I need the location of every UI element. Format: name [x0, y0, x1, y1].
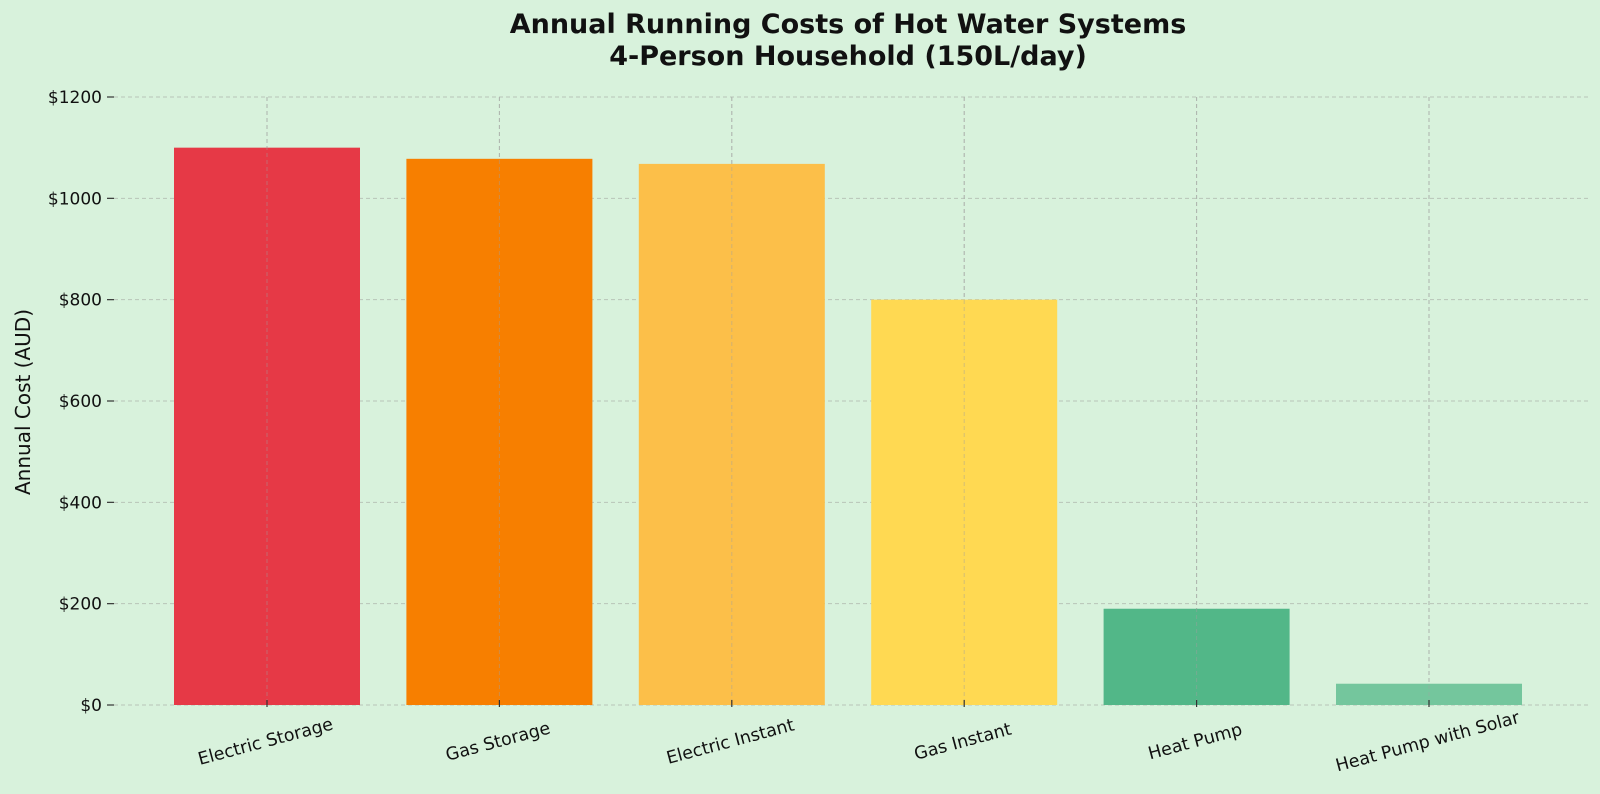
y-tick-label: $1000 — [48, 189, 102, 209]
x-tick-label: Heat Pump — [1146, 720, 1244, 764]
y-tick-label: $600 — [59, 392, 102, 412]
bar-electric-instant — [638, 163, 825, 705]
x-tick-label: Electric Instant — [664, 715, 796, 768]
bar-gas-instant — [871, 299, 1058, 705]
y-tick-label: $0 — [80, 696, 102, 716]
x-tick-label: Gas Storage — [444, 719, 553, 766]
y-tick-label: $1200 — [48, 88, 102, 108]
bars — [174, 97, 1522, 705]
y-tick-label: $400 — [59, 493, 102, 513]
chart-title: Annual Running Costs of Hot Water System… — [510, 9, 1187, 40]
x-tick-label: Electric Storage — [196, 715, 335, 770]
y-tick-label: $200 — [59, 595, 102, 615]
y-axis-label: Annual Cost (AUD) — [11, 309, 35, 495]
bar-heat-pump — [1103, 608, 1290, 705]
bar-gas-storage — [406, 158, 593, 705]
x-tick-label: Heat Pump with Solar — [1334, 708, 1523, 777]
x-tick-label: Gas Instant — [912, 720, 1014, 765]
bar-heat-pump-with-solar — [1336, 683, 1522, 705]
chart-subtitle: 4-Person Household (150L/day) — [609, 41, 1087, 72]
y-tick-label: $800 — [59, 291, 102, 311]
bar-electric-storage — [174, 147, 360, 705]
